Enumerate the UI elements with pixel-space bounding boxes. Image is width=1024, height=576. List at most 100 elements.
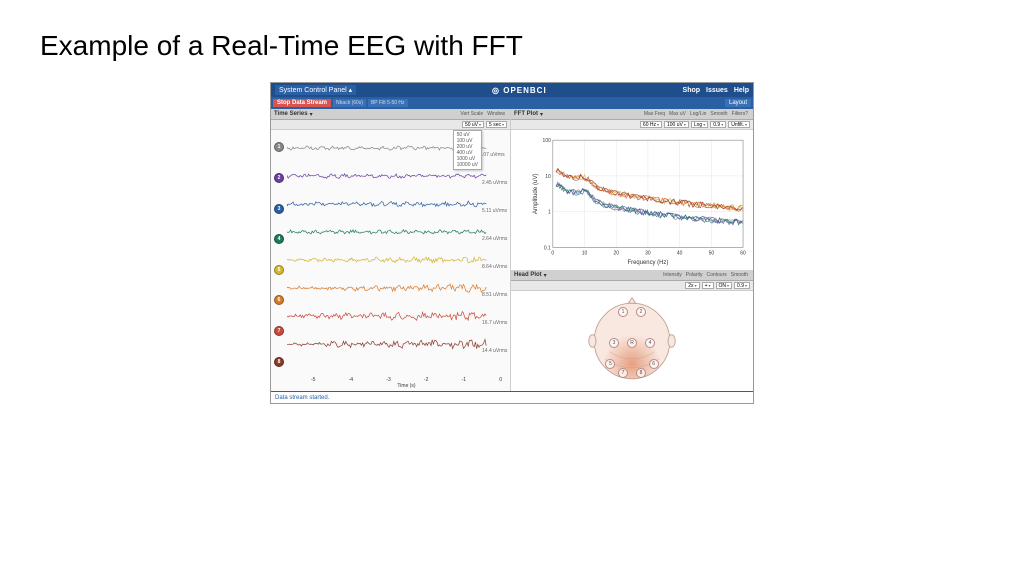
time-series-controls: 50 uV 5 sec	[271, 120, 510, 130]
fft-loglin-select[interactable]: Log	[691, 121, 708, 128]
channel-badge-5[interactable]: 5	[274, 265, 284, 275]
head-polarity-select[interactable]: +	[702, 282, 714, 289]
channel-badge-2[interactable]: 2	[274, 173, 284, 183]
svg-text:10: 10	[545, 174, 551, 180]
electrode-4[interactable]: 4	[645, 338, 655, 348]
electrode-3[interactable]: 3	[609, 338, 619, 348]
svg-text:1: 1	[548, 210, 551, 216]
control-bar: Stop Data Stream Nback (60s) BP Filt 5-5…	[271, 97, 753, 109]
control-chip-1[interactable]: Nback (60s)	[333, 99, 366, 107]
head-contours-select[interactable]: ON	[716, 282, 733, 289]
channel-value-1: .07 uVrms	[482, 152, 508, 158]
fft-filters-select[interactable]: Unfilt.	[728, 121, 750, 128]
reference-electrode: R	[627, 338, 637, 348]
channel-value-4: 2.64 uVrms	[482, 236, 508, 242]
app-window: System Control Panel ▴ ◎ OPENBCI Shop Is…	[270, 82, 754, 404]
slide-title: Example of a Real-Time EEG with FFT	[0, 0, 1024, 72]
time-tick: 0	[499, 377, 502, 383]
system-control-panel-button[interactable]: System Control Panel ▴	[275, 85, 356, 95]
svg-text:0.1: 0.1	[544, 245, 551, 251]
electrode-8[interactable]: 8	[636, 368, 646, 378]
scale-option[interactable]: 10000 uV	[456, 162, 479, 168]
control-chip-2[interactable]: BP Filt 5-50 Hz	[368, 99, 408, 107]
electrode-6[interactable]: 6	[649, 359, 659, 369]
help-link[interactable]: Help	[734, 87, 749, 94]
channel-badge-8[interactable]: 8	[274, 357, 284, 367]
fft-maxuv-select[interactable]: 100 uV	[664, 121, 689, 128]
time-x-label: Time (s)	[303, 383, 510, 389]
vert-scale-select[interactable]: 50 uV	[462, 121, 484, 128]
trace-8	[287, 330, 487, 358]
svg-text:30: 30	[645, 251, 651, 257]
svg-text:100: 100	[543, 138, 551, 144]
channel-value-5: 8.64 uVrms	[482, 264, 508, 270]
scale-dropdown-menu[interactable]: 50 uV100 uV200 uV400 uV1000 uV10000 uV	[453, 130, 482, 170]
headplot-header: Head Plot ▾ Intensity Polarity Contours …	[511, 270, 753, 281]
loglin-label: Log/Lin	[690, 111, 706, 117]
top-bar: System Control Panel ▴ ◎ OPENBCI Shop Is…	[271, 83, 753, 97]
time-tick: -5	[311, 377, 315, 383]
time-tick: -1	[462, 377, 466, 383]
channel-value-7: 16.7 uVrms	[482, 320, 508, 326]
svg-text:0: 0	[551, 251, 554, 257]
chevron-down-icon[interactable]: ▾	[310, 111, 313, 118]
window-select[interactable]: 5 sec	[486, 121, 507, 128]
status-text: Data stream started.	[275, 395, 329, 401]
channel-gutter: 1 2 3 4 5 6 7 8	[271, 130, 287, 391]
trace-4	[287, 218, 487, 246]
electrode-2[interactable]: 2	[636, 307, 646, 317]
fft-chart: 01020304050600.1110100Frequency (Hz)Ampl…	[531, 134, 749, 268]
electrode-5[interactable]: 5	[605, 359, 615, 369]
fft-body: 01020304050600.1110100Frequency (Hz)Ampl…	[511, 130, 753, 270]
channel-badge-1[interactable]: 1	[274, 142, 284, 152]
contours-label: Contours	[706, 272, 726, 278]
chevron-down-icon[interactable]: ▾	[544, 272, 547, 279]
main-area: Time Series ▾ Vert Scale Window 50 uV 5 …	[271, 109, 753, 391]
trace-3	[287, 190, 487, 218]
channel-value-3: 5.11 uVrms	[482, 208, 508, 214]
time-series-header: Time Series ▾ Vert Scale Window	[271, 109, 510, 120]
channel-badge-7[interactable]: 7	[274, 326, 284, 336]
head-smooth-select[interactable]: 0.9	[734, 282, 750, 289]
headsmooth-label: Smooth	[731, 272, 748, 278]
head-diagram: R 12 3 4 5 6 78	[587, 296, 677, 386]
trace-5	[287, 246, 487, 274]
stop-stream-button[interactable]: Stop Data Stream	[273, 99, 331, 107]
time-series-body: 1 2 3 4 5 6 7 8 50 uV100 uV200 uV400 uV1000 uV1…	[271, 130, 510, 391]
control-panel-label: System Control Panel	[279, 87, 347, 94]
electrode-7[interactable]: 7	[618, 368, 628, 378]
right-panel: FFT Plot ▾ Max Freq Max uV Log/Lin Smoot…	[511, 109, 753, 391]
window-label: Window	[487, 111, 505, 117]
fft-title: FFT Plot	[514, 111, 538, 117]
fft-smooth-select[interactable]: 0.9	[710, 121, 726, 128]
traces-area: 50 uV100 uV200 uV400 uV1000 uV10000 uV -…	[287, 130, 510, 391]
head-intensity-select[interactable]: 2x	[685, 282, 699, 289]
channel-badge-3[interactable]: 3	[274, 204, 284, 214]
time-tick: -3	[386, 377, 390, 383]
svg-text:Amplitude (uV): Amplitude (uV)	[533, 173, 539, 214]
issues-link[interactable]: Issues	[706, 87, 728, 94]
chevron-up-icon: ▴	[349, 87, 353, 94]
fft-maxfreq-select[interactable]: 60 Hz	[640, 121, 662, 128]
time-x-axis: -5-4-3-2-10 Time (s)	[303, 377, 510, 391]
trace-6	[287, 274, 487, 302]
svg-text:40: 40	[677, 251, 683, 257]
brand-logo: ◎ OPENBCI	[356, 86, 682, 95]
brand-text: OPENBCI	[503, 86, 546, 95]
filters-label: Filters?	[732, 111, 748, 117]
channel-badge-4[interactable]: 4	[274, 234, 284, 244]
smooth-label: Smooth	[710, 111, 727, 117]
shop-link[interactable]: Shop	[683, 87, 701, 94]
electrode-1[interactable]: 1	[618, 307, 628, 317]
maxuv-label: Max uV	[669, 111, 686, 117]
headplot-body: R 12 3 4 5 6 78	[511, 291, 753, 391]
time-series-panel: Time Series ▾ Vert Scale Window 50 uV 5 …	[271, 109, 511, 391]
chevron-down-icon[interactable]: ▾	[540, 111, 543, 118]
channel-value-6: 8.51 uVrms	[482, 292, 508, 298]
svg-text:60: 60	[740, 251, 746, 257]
channel-badge-6[interactable]: 6	[274, 295, 284, 305]
svg-text:20: 20	[613, 251, 619, 257]
layout-button[interactable]: Layout	[725, 99, 751, 107]
brand-icon: ◎	[492, 86, 500, 95]
maxfreq-label: Max Freq	[644, 111, 665, 117]
